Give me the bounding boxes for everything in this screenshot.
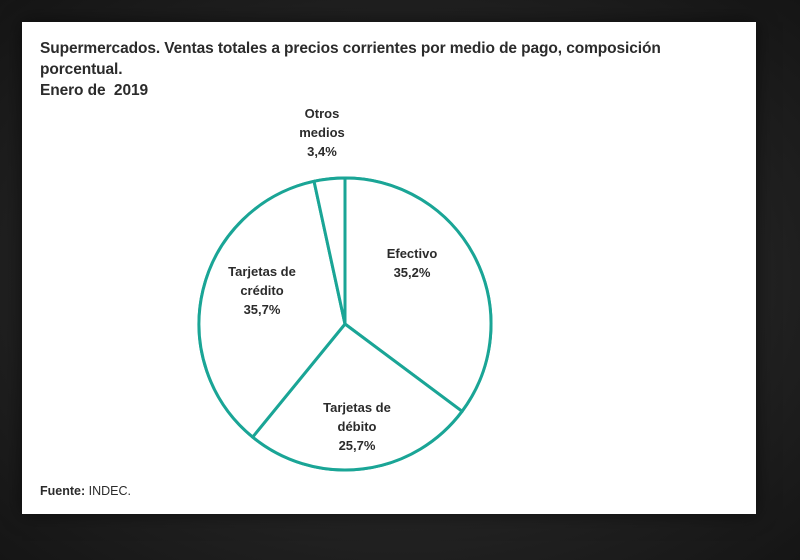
source-note: Fuente: INDEC. xyxy=(40,484,131,498)
chart-title-block: Supermercados. Ventas totales a precios … xyxy=(40,38,740,101)
pie-label-4: Otros medios 3,4% xyxy=(272,104,372,161)
pie-label-text: Tarjetas de xyxy=(323,400,391,415)
pie-label-text: crédito xyxy=(240,283,284,298)
pie-label-text: Tarjetas de xyxy=(228,264,296,279)
source-value: INDEC. xyxy=(88,484,131,498)
pie-slice-1 xyxy=(343,176,493,413)
pie-label-1: Efectivo 35,2% xyxy=(362,244,462,282)
pie-label-3: Tarjetas de crédito 35,7% xyxy=(197,262,327,319)
pie-label-value: 25,7% xyxy=(338,438,376,453)
pie-label-text: Efectivo xyxy=(386,246,438,261)
chart-card: Supermercados. Ventas totales a precios … xyxy=(22,22,756,514)
pie-chart xyxy=(197,176,493,472)
pie-slice-3 xyxy=(197,179,347,439)
pie-label-2: Tarjetas de débito 25,7% xyxy=(297,398,417,455)
pie-slice-4 xyxy=(312,176,347,326)
pie-slice-2 xyxy=(251,322,464,472)
pie-label-value: 35,2% xyxy=(393,265,431,280)
source-label: Fuente: xyxy=(40,484,86,498)
chart-title: Supermercados. Ventas totales a precios … xyxy=(40,40,661,78)
pie-label-value: 3,4% xyxy=(307,144,337,159)
pie-label-text: débito xyxy=(337,419,377,434)
pie-label-text: Otros xyxy=(304,106,340,121)
pie-label-value: 35,7% xyxy=(243,302,281,317)
chart-subtitle: Enero de 2019 xyxy=(40,82,149,99)
pie-label-text: medios xyxy=(299,125,345,140)
